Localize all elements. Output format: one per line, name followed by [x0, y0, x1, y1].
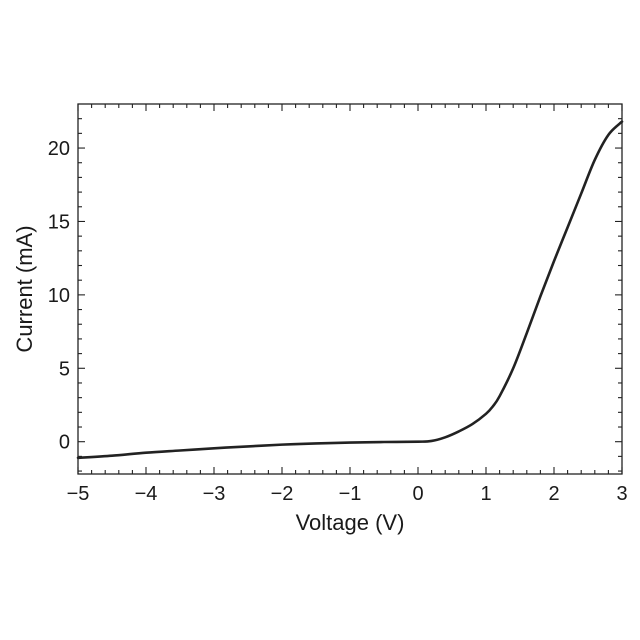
x-tick-label: 3	[616, 483, 627, 505]
y-tick-label: 15	[48, 211, 70, 233]
y-tick-label: 0	[59, 432, 70, 454]
x-tick-label: −1	[339, 483, 362, 505]
x-tick-label: −5	[67, 483, 90, 505]
tick-labels: −5 −4 −3 −2 −1 0 1 2 3 0 5 10 15 20	[48, 138, 628, 505]
x-tick-label: −3	[203, 483, 226, 505]
y-tick-label: 20	[48, 138, 70, 160]
series-line-0	[78, 122, 622, 458]
x-tick-label: −2	[271, 483, 294, 505]
x-tick-label: 2	[548, 483, 559, 505]
y-axis-title: Current (mA)	[12, 225, 37, 352]
x-tick-label: 0	[412, 483, 423, 505]
plot-frame	[78, 104, 622, 474]
x-axis-title: Voltage (V)	[296, 510, 405, 535]
series-group	[78, 122, 622, 458]
y-tick-label: 10	[48, 285, 70, 307]
tick-marks	[78, 104, 622, 474]
x-tick-label: −4	[135, 483, 158, 505]
y-tick-label: 5	[59, 358, 70, 380]
x-tick-label: 1	[480, 483, 491, 505]
